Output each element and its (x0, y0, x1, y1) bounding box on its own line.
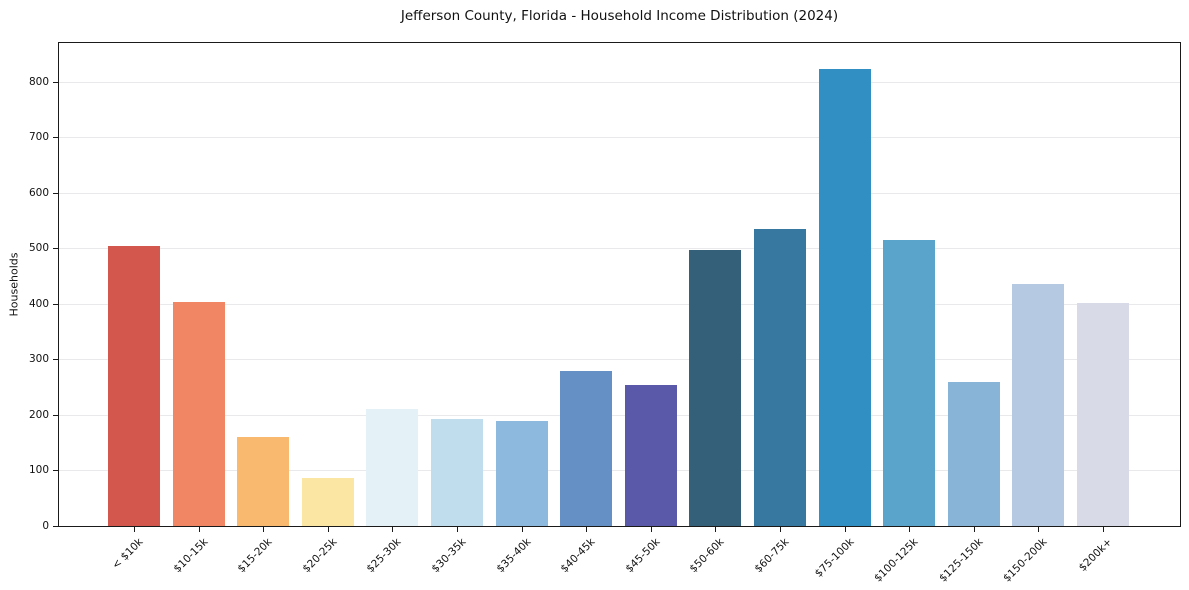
x-tick-mark (327, 527, 329, 532)
x-tick-mark (198, 527, 200, 532)
bar (431, 419, 483, 526)
x-tick-mark (973, 527, 975, 532)
bar (947, 381, 1000, 526)
x-tick-mark (392, 527, 394, 532)
y-tick-label: 500 (28, 242, 49, 255)
x-tick-mark (1103, 527, 1104, 532)
y-tick-label: 300 (28, 353, 49, 366)
bar (754, 228, 806, 526)
grid-line (59, 137, 1180, 139)
y-tick-mark (53, 526, 58, 527)
bar (689, 250, 742, 526)
y-tick-label: 800 (28, 75, 49, 88)
grid-line (59, 248, 1180, 250)
y-tick-mark (53, 303, 58, 305)
bar (1077, 303, 1129, 526)
bar (624, 385, 677, 526)
x-tick-mark (134, 527, 135, 532)
y-tick-mark (53, 414, 58, 416)
chart-title: Jefferson County, Florida - Household In… (400, 8, 839, 24)
grid-line (59, 303, 1180, 305)
x-tick-mark (780, 527, 781, 532)
bar (495, 421, 548, 526)
x-tick-mark (909, 527, 911, 532)
plot-area (58, 42, 1181, 527)
bar (1012, 283, 1065, 526)
x-tick-mark (1038, 527, 1040, 532)
x-tick-mark (715, 527, 717, 532)
y-tick-mark (53, 248, 58, 250)
bar (883, 240, 936, 526)
grid-line (59, 414, 1180, 416)
y-tick-mark (53, 470, 58, 472)
grid-line (59, 359, 1180, 361)
y-tick-label: 0 (42, 520, 49, 532)
y-tick-label: 600 (28, 186, 49, 199)
bar (366, 408, 419, 526)
y-axis-label: Households (7, 252, 21, 317)
y-tick-mark (53, 359, 58, 361)
x-tick-label: < $10k (109, 536, 146, 572)
bar (108, 245, 160, 526)
grid-line (59, 81, 1180, 83)
y-tick-mark (53, 192, 58, 194)
y-tick-mark (53, 81, 58, 83)
x-tick-mark (586, 527, 588, 532)
grid-line (59, 470, 1180, 472)
bar (172, 302, 225, 526)
bar (301, 477, 354, 526)
x-tick-mark (521, 527, 523, 532)
x-tick-mark (457, 527, 458, 532)
bar (818, 68, 871, 526)
y-tick-label: 700 (28, 131, 49, 144)
y-tick-label: 100 (28, 464, 49, 477)
y-tick-label: 400 (28, 297, 49, 310)
y-tick-mark (53, 137, 58, 139)
x-tick-mark (263, 527, 265, 532)
bar (560, 370, 613, 526)
x-tick-mark (844, 527, 846, 532)
x-tick-mark (650, 527, 652, 532)
bar (237, 437, 290, 526)
y-tick-label: 200 (28, 408, 49, 421)
grid-line (59, 192, 1180, 194)
